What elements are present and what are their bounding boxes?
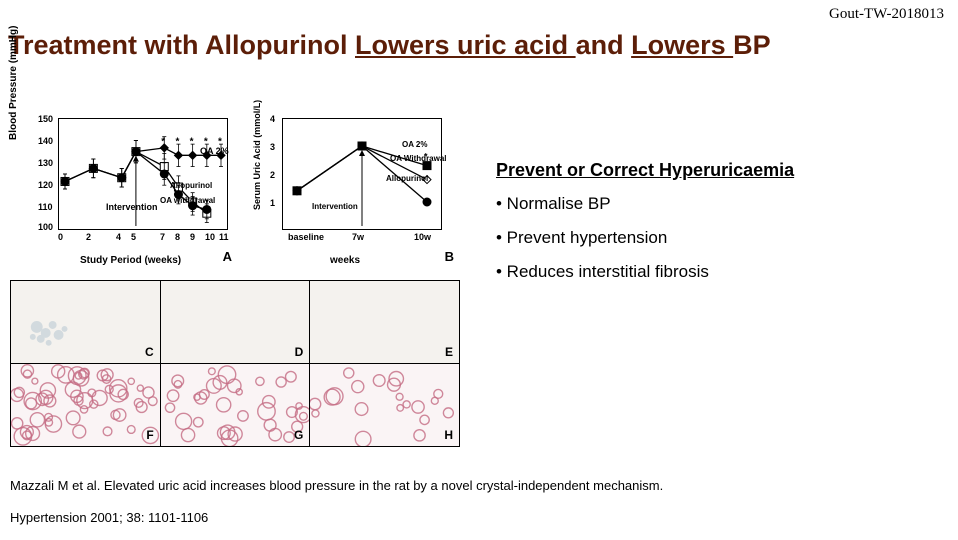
histology-panel-d: D xyxy=(160,281,310,363)
chart-a-xtick: 10 xyxy=(205,232,215,242)
chart-a-svg: ***** xyxy=(58,118,228,230)
title-text-underline-1: Lowers uric acid xyxy=(355,30,576,60)
chart-a-xtick: 2 xyxy=(86,232,91,242)
chart-a-xtick: 0 xyxy=(58,232,63,242)
title-text-mid: and xyxy=(576,30,632,60)
histology-panel-g: G xyxy=(160,364,310,446)
histology-panel-h: H xyxy=(309,364,460,446)
title-text-pre: Treatment with Allopurinol xyxy=(8,30,355,60)
bullet-list: • Normalise BP • Prevent hypertension • … xyxy=(496,194,709,296)
chart-a-xlabel: Study Period (weeks) xyxy=(80,255,181,266)
chart-b-panel-letter: B xyxy=(445,249,454,264)
chart-a-xtick: 7 xyxy=(160,232,165,242)
svg-text:*: * xyxy=(190,137,194,148)
chart-b-ytick: 2 xyxy=(270,170,275,180)
chart-a-panel-letter: A xyxy=(223,249,232,264)
histology-letter: G xyxy=(294,428,303,442)
histology-letter: H xyxy=(444,428,453,442)
chart-b-ytick: 3 xyxy=(270,142,275,152)
chart-b-intervention-label: Intervention xyxy=(312,202,358,211)
chart-a-ytick: 150 xyxy=(38,114,53,124)
chart-a-series-label-allopurinol: Allopurinol xyxy=(170,182,212,190)
chart-a-ytick: 110 xyxy=(38,202,53,212)
document-id: Gout-TW-2018013 xyxy=(829,6,944,23)
chart-b-series-label-oa-withdrawal: OA Withdrawal xyxy=(390,154,447,163)
chart-a-ytick: 130 xyxy=(38,158,53,168)
chart-b-xlabel: weeks xyxy=(330,255,360,266)
chart-a-xtick: 8 xyxy=(175,232,180,242)
histology-panel-f: F xyxy=(10,364,160,446)
histology-letter: C xyxy=(145,345,154,359)
reference-line-2: Hypertension 2001; 38: 1101-1106 xyxy=(10,510,208,525)
chart-b-xtick: baseline xyxy=(288,232,324,242)
chart-b-ytick: 4 xyxy=(270,114,275,124)
reference-line-1: Mazzali M et al. Elevated uric acid incr… xyxy=(10,478,663,493)
histology-letter: D xyxy=(295,345,304,359)
chart-panel-b: Serum Uric Acid (mmol/L) * 4 3 2 1 basel… xyxy=(250,110,460,260)
chart-b-ytick: 1 xyxy=(270,198,275,208)
svg-text:*: * xyxy=(161,137,165,148)
chart-panel-a: Blood Pressure (mmHg) ***** 150 140 130 … xyxy=(10,110,240,260)
chart-a-xtick: 11 xyxy=(219,232,229,242)
chart-b-series-label-allopurinol: Allopurinol xyxy=(386,174,428,183)
chart-b-xtick: 7w xyxy=(352,232,364,242)
bullet-item: • Prevent hypertension xyxy=(496,228,709,248)
chart-b-ylabel: Serum Uric Acid (mmol/L) xyxy=(252,100,262,210)
chart-b-series-label-oa: OA 2% xyxy=(402,140,428,149)
histology-row-1: C D E xyxy=(10,280,460,363)
chart-a-xtick: 9 xyxy=(190,232,195,242)
histology-panel-c: C xyxy=(10,281,160,363)
chart-a-xtick: 5 xyxy=(131,232,136,242)
chart-a-intervention-label: Intervention xyxy=(106,202,158,212)
chart-a-series-label-oa: OA 2% xyxy=(200,146,229,156)
histology-grid: C D E F G H xyxy=(10,280,460,447)
subheading: Prevent or Correct Hyperuricaemia xyxy=(496,160,794,181)
chart-a-ylabel: Blood Pressure (mmHg) xyxy=(8,26,19,140)
histology-panel-e: E xyxy=(309,281,460,363)
histology-letter: F xyxy=(146,428,153,442)
chart-a-ytick: 120 xyxy=(38,180,53,190)
chart-a-series-label-oa-withdrawal: OA withdrawal xyxy=(160,196,215,205)
svg-text:*: * xyxy=(175,137,179,148)
slide-title: Treatment with Allopurinol Lowers uric a… xyxy=(8,30,771,61)
chart-a-xtick: 4 xyxy=(116,232,121,242)
chart-b-xtick: 10w xyxy=(414,232,431,242)
bullet-item: • Normalise BP xyxy=(496,194,709,214)
title-text-post: BP xyxy=(733,30,771,60)
chart-a-ytick: 100 xyxy=(38,222,53,232)
histology-letter: E xyxy=(445,345,453,359)
bullet-item: • Reduces interstitial fibrosis xyxy=(496,262,709,282)
chart-a-ytick: 140 xyxy=(38,136,53,146)
histology-row-2: F G H xyxy=(10,363,460,447)
title-text-underline-2: Lowers xyxy=(631,30,733,60)
